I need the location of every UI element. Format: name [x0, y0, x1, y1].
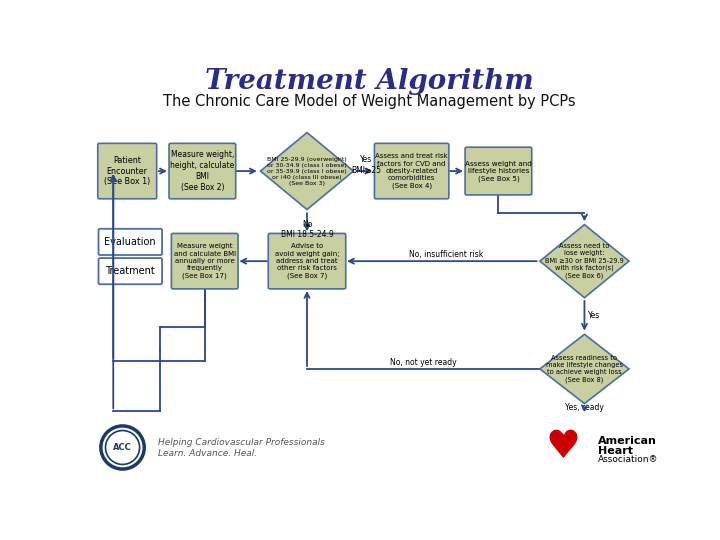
Text: Yes: Yes [588, 312, 600, 320]
Polygon shape [261, 132, 354, 210]
Text: Treatment Algorithm: Treatment Algorithm [204, 68, 534, 95]
Polygon shape [540, 334, 629, 403]
Text: Treatment: Treatment [105, 266, 156, 276]
Polygon shape [540, 225, 629, 298]
Text: BMI 25-29.9 (overweight)
or 30-34.9 (class I obese)
or 35-39.9 (class I obese)
o: BMI 25-29.9 (overweight) or 30-34.9 (cla… [267, 157, 347, 186]
Text: Measure weight,
height, calculate
BMI
(See Box 2): Measure weight, height, calculate BMI (S… [170, 151, 235, 192]
Text: No, not yet ready: No, not yet ready [390, 357, 456, 367]
Text: American: American [598, 436, 657, 447]
Text: Assess and treat risk
factors for CVD and
obesity-related
comorbidities
(See Box: Assess and treat risk factors for CVD an… [375, 153, 448, 189]
Text: Helping Cardiovascular Professionals: Helping Cardiovascular Professionals [158, 437, 325, 447]
FancyBboxPatch shape [374, 143, 449, 199]
Text: Advise to
avoid weight gain;
address and treat
other risk factors
(See Box 7): Advise to avoid weight gain; address and… [275, 244, 339, 279]
FancyBboxPatch shape [98, 143, 157, 199]
Text: Learn. Advance. Heal.: Learn. Advance. Heal. [158, 449, 257, 458]
Text: The Chronic Care Model of Weight Management by PCPs: The Chronic Care Model of Weight Managem… [163, 94, 575, 109]
Text: Assess need to
lose weight:
BMI ≥30 or BMI 25-29.9
with risk factor(s)
(See Box : Assess need to lose weight: BMI ≥30 or B… [545, 243, 624, 279]
Text: ACC: ACC [113, 443, 132, 452]
Text: Evaluation: Evaluation [104, 237, 156, 247]
Text: No
BMI 18.5-24.9: No BMI 18.5-24.9 [281, 220, 333, 239]
Text: Assess weight and
lifestyle histories
(See Box 5): Assess weight and lifestyle histories (S… [465, 160, 532, 181]
Text: Assess readiness to
make lifestyle changes
to achieve weight loss
(See Box 8): Assess readiness to make lifestyle chang… [546, 355, 623, 383]
Text: ▲: ▲ [558, 430, 567, 443]
Text: Heart: Heart [598, 446, 633, 456]
Text: No, insufficient risk: No, insufficient risk [410, 249, 484, 259]
FancyBboxPatch shape [269, 233, 346, 289]
Text: Measure weight
and calculate BMI
annually or more
frequently
(See Box 17): Measure weight and calculate BMI annuall… [174, 244, 235, 279]
Text: Yes
BMI≥25: Yes BMI≥25 [351, 155, 381, 174]
Text: Yes, ready: Yes, ready [565, 403, 604, 412]
Text: Association®: Association® [598, 455, 658, 464]
FancyBboxPatch shape [171, 233, 238, 289]
FancyBboxPatch shape [465, 147, 532, 195]
FancyBboxPatch shape [169, 143, 235, 199]
Text: ♥: ♥ [545, 429, 580, 467]
FancyBboxPatch shape [99, 229, 162, 255]
Text: Patient
Encounter
(See Box 1): Patient Encounter (See Box 1) [104, 156, 150, 186]
FancyBboxPatch shape [99, 258, 162, 284]
